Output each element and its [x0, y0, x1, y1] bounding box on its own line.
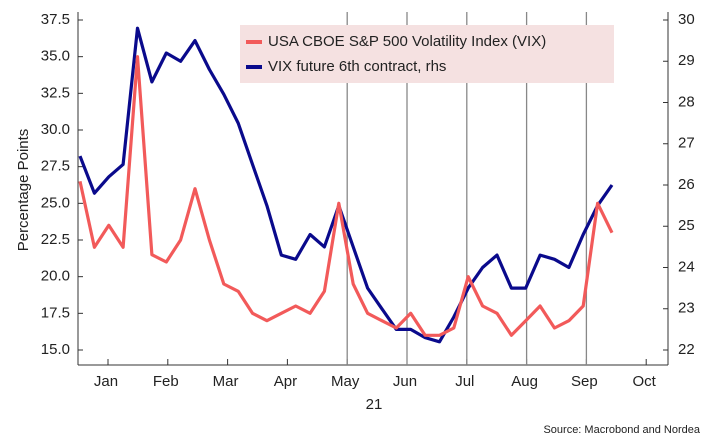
- y-tick-label: 32.5: [41, 84, 70, 101]
- x-tick-label: Jun: [393, 373, 417, 390]
- x-tick-label: May: [331, 373, 360, 390]
- y2-tick-label: 30: [678, 11, 695, 28]
- x-tick-label: Jul: [455, 373, 474, 390]
- y-tick-label: 25.0: [41, 194, 70, 211]
- x-tick-label: Feb: [153, 373, 179, 390]
- y2-tick-label: 28: [678, 93, 695, 110]
- legend-label: VIX future 6th contract, rhs: [268, 58, 446, 75]
- y-tick-label: 20.0: [41, 268, 70, 285]
- legend-label: USA CBOE S&P 500 Volatility Index (VIX): [268, 33, 546, 50]
- source: Source: Macrobond and Nordea: [543, 424, 700, 436]
- y-tick-label: 37.5: [41, 11, 70, 28]
- series-line: [78, 26, 614, 344]
- y2-tick-label: 26: [678, 176, 695, 193]
- y-tick-label: 27.5: [41, 158, 70, 175]
- y2-tick-label: 24: [678, 258, 695, 275]
- y2-tick-label: 27: [678, 135, 695, 152]
- x-tick-label: Sep: [571, 373, 598, 390]
- series-line: [78, 55, 614, 337]
- y-tick-label: 15.0: [41, 341, 70, 358]
- x-tick-label: Aug: [511, 373, 538, 390]
- x-tick-label: Mar: [213, 373, 239, 390]
- y2-tick-label: 25: [678, 217, 695, 234]
- y2-tick-label: 29: [678, 52, 695, 69]
- legend-box: [240, 25, 614, 83]
- x-axis-label: 21: [366, 396, 383, 413]
- y-tick-label: 30.0: [41, 121, 70, 138]
- y-tick-label: 22.5: [41, 231, 70, 248]
- x-tick-label: Apr: [274, 373, 297, 390]
- y-tick-label: 35.0: [41, 48, 70, 65]
- x-tick-label: Jan: [94, 373, 118, 390]
- y2-tick-label: 23: [678, 300, 695, 317]
- y-tick-label: 17.5: [41, 304, 70, 321]
- y-axis-label: Percentage Points: [15, 129, 32, 252]
- x-tick-label: Oct: [633, 373, 657, 390]
- y2-tick-label: 22: [678, 341, 695, 358]
